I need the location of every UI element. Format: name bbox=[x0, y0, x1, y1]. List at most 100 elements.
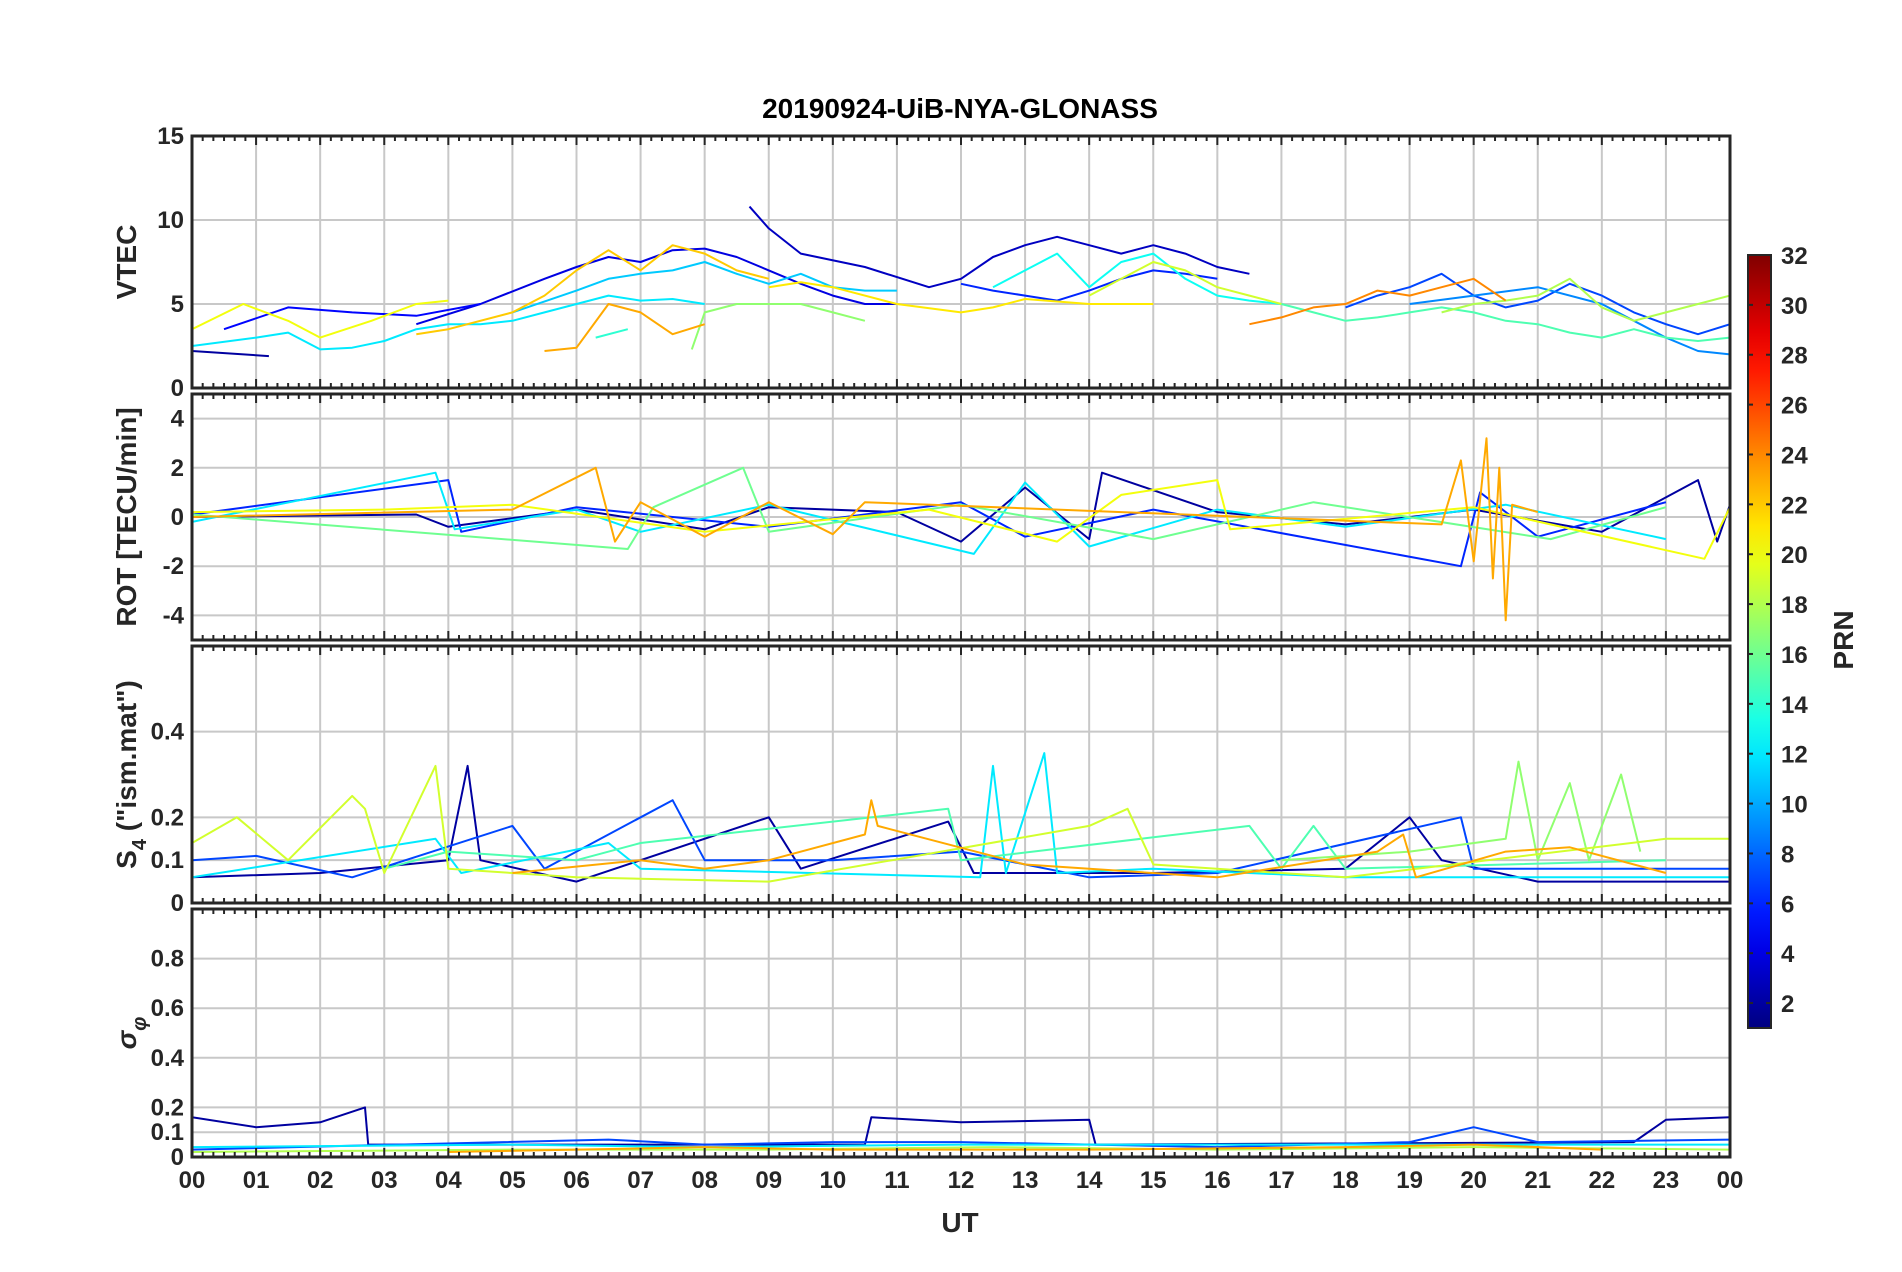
series-group bbox=[192, 437, 1730, 622]
x-tick-label: 06 bbox=[563, 1167, 590, 1194]
colorbar-tick-label: 12 bbox=[1781, 742, 1808, 769]
y-tick-label: 15 bbox=[157, 123, 184, 150]
x-tick-label: 19 bbox=[1396, 1167, 1423, 1194]
series-line-prn-2 bbox=[192, 764, 1730, 883]
y-tick-label: 0.4 bbox=[151, 1045, 185, 1072]
colorbar-tick-label: 32 bbox=[1781, 243, 1808, 270]
x-tick-label: 20 bbox=[1460, 1167, 1487, 1194]
x-tick-label: 03 bbox=[371, 1167, 398, 1194]
series-line-prn-3 bbox=[748, 205, 1250, 289]
colorbar-gradient bbox=[1747, 254, 1772, 1029]
panel-frame bbox=[190, 644, 1732, 905]
y-axis-label-suffix: ("ism.mat") bbox=[111, 680, 142, 839]
colorbar-tick-label: 28 bbox=[1781, 343, 1808, 370]
colorbar-tick-label: 30 bbox=[1781, 293, 1808, 320]
y-tick-label: 0.2 bbox=[151, 804, 184, 831]
x-tick-label: 08 bbox=[691, 1167, 718, 1194]
series-line-prn-17 bbox=[1281, 760, 1642, 862]
y-axis-label-vtec: VTEC bbox=[111, 225, 142, 300]
series-group bbox=[192, 205, 1730, 358]
series-line-prn-20 bbox=[192, 299, 449, 339]
x-tick-label: 21 bbox=[1524, 1167, 1551, 1194]
series-line-prn-2 bbox=[192, 1106, 1730, 1146]
panel-rot: -4 -2 0 2 4 ROT [TECU/min] bbox=[111, 392, 1732, 642]
x-axis-label: UT bbox=[941, 1207, 978, 1238]
x-tick-label: 05 bbox=[499, 1167, 526, 1194]
panel-frame bbox=[190, 907, 1732, 1159]
x-tick-label: 01 bbox=[243, 1167, 270, 1194]
y-tick-label: 0.1 bbox=[151, 1119, 184, 1146]
series-line-prn-23 bbox=[512, 799, 1667, 879]
y-axis-label-subscript: φ bbox=[129, 1017, 151, 1031]
y-tick-label: 0.2 bbox=[151, 1094, 184, 1121]
x-tick-label: 17 bbox=[1268, 1167, 1295, 1194]
y-tick-label: -2 bbox=[163, 553, 184, 580]
y-axis-label-main: σ bbox=[111, 1029, 142, 1049]
x-tick-labels: 00 01 02 03 04 05 06 07 08 09 10 11 12 13 14 15 16 17 18 19… bbox=[179, 1167, 1744, 1194]
series-line-prn-13 bbox=[992, 252, 1282, 305]
series-group bbox=[192, 752, 1730, 883]
x-tick-label: 02 bbox=[307, 1167, 334, 1194]
panel-sigma-phi: 00.10.2 0.4 0.6 0.8 σφ bbox=[111, 907, 1732, 1171]
series-line-prn-17 bbox=[690, 303, 866, 350]
x-tick-label: 04 bbox=[435, 1167, 462, 1194]
x-tick-label: 12 bbox=[948, 1167, 975, 1194]
x-tick-label: 14 bbox=[1076, 1167, 1103, 1194]
series-line-prn-12 bbox=[192, 752, 1730, 879]
y-tick-label: 0.1 bbox=[151, 847, 184, 874]
series-line-prn-2 bbox=[192, 350, 269, 358]
colorbar-tick-label: 4 bbox=[1781, 941, 1795, 968]
y-tick-label: 0 bbox=[171, 504, 184, 531]
colorbar-tick-label: 10 bbox=[1781, 792, 1808, 819]
series-line-prn-18 bbox=[1441, 277, 1730, 322]
y-tick-label: 10 bbox=[157, 207, 184, 234]
series-line-prn-12 bbox=[192, 471, 1667, 555]
colorbar-tick-label: 6 bbox=[1781, 891, 1794, 918]
series-line-prn-6 bbox=[960, 269, 1218, 302]
x-tick-label: 18 bbox=[1332, 1167, 1359, 1194]
colorbar-label: PRN bbox=[1828, 610, 1859, 669]
series-line-prn-22 bbox=[416, 244, 770, 336]
colorbar-tick-label: 18 bbox=[1781, 592, 1808, 619]
x-tick-label: 11 bbox=[884, 1167, 909, 1194]
x-tick-label: 15 bbox=[1140, 1167, 1167, 1194]
y-tick-label: 2 bbox=[171, 455, 184, 482]
y-tick-label: 0.6 bbox=[151, 995, 184, 1022]
x-tick-label: 00 bbox=[179, 1167, 206, 1194]
colorbar-tick-label: 2 bbox=[1781, 991, 1794, 1018]
chart-title: 20190924-UiB-NYA-GLONASS bbox=[762, 93, 1158, 124]
series-line-prn-15 bbox=[1281, 303, 1730, 342]
panel-s4: 0 0.1 0.2 0.4 S4 ("ism.mat") bbox=[111, 644, 1732, 917]
colorbar-tick-label: 20 bbox=[1781, 542, 1808, 569]
panel-frame bbox=[190, 134, 1732, 390]
y-tick-label: 0.8 bbox=[151, 946, 184, 973]
y-axis-label-sigma-phi: σφ bbox=[111, 1017, 151, 1050]
x-tick-label: 16 bbox=[1204, 1167, 1231, 1194]
colorbar-tick-label: 24 bbox=[1781, 442, 1808, 469]
y-axis-label-rot: ROT [TECU/min] bbox=[111, 407, 142, 626]
series-line-prn-24 bbox=[1249, 277, 1507, 326]
x-tick-label: 10 bbox=[819, 1167, 846, 1194]
series-line-prn-15 bbox=[384, 807, 1666, 870]
y-axis-label-main: S bbox=[111, 850, 142, 869]
series-line-prn-21 bbox=[768, 281, 1154, 314]
colorbar-tick-label: 16 bbox=[1781, 642, 1808, 669]
x-tick-label: 09 bbox=[755, 1167, 782, 1194]
colorbar-tick-label: 14 bbox=[1781, 692, 1808, 719]
x-tick-label: 13 bbox=[1012, 1167, 1039, 1194]
series-line-prn-7 bbox=[1345, 272, 1730, 336]
y-tick-label: 0.4 bbox=[151, 719, 185, 746]
panel-frame bbox=[190, 392, 1732, 642]
series-line-prn-19 bbox=[1088, 261, 1282, 305]
series-line-prn-23 bbox=[192, 437, 1539, 622]
series-line-prn-16 bbox=[192, 466, 1667, 550]
y-tick-label: -4 bbox=[163, 602, 185, 629]
y-tick-label: 4 bbox=[171, 406, 185, 433]
x-tick-label: 23 bbox=[1653, 1167, 1680, 1194]
y-axis-label-subscript: 4 bbox=[129, 838, 151, 850]
x-tick-label: 00 bbox=[1717, 1167, 1744, 1194]
y-tick-label: 0 bbox=[171, 890, 184, 917]
